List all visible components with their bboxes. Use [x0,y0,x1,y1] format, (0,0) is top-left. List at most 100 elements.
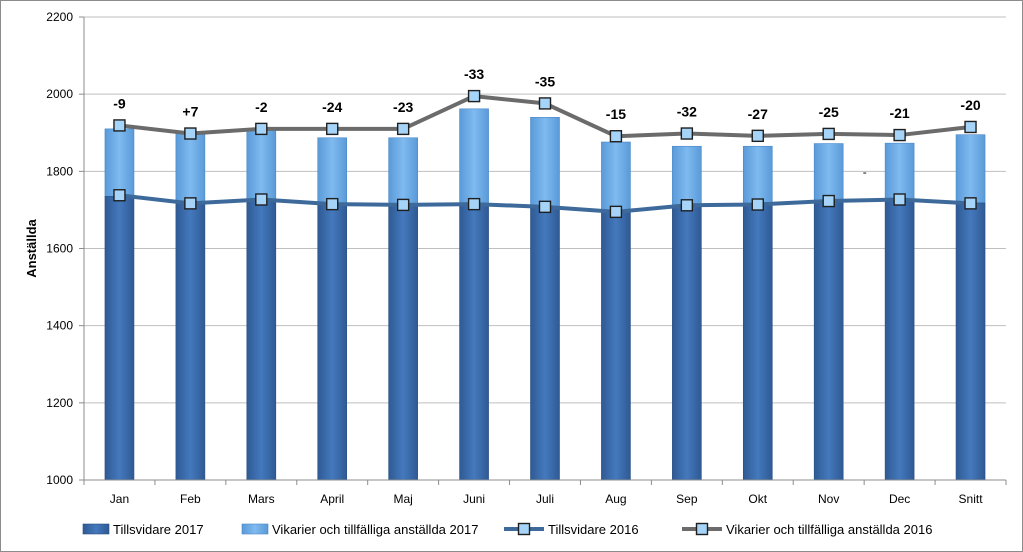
x-tick-label: Maj [393,492,412,506]
data-label: -35 [535,73,555,89]
x-tick-label: Snitt [959,492,984,506]
vikarier-2016-marker [184,127,197,140]
legend: Tillsvidare 2017 Vikarier och tillfälliga… [82,522,932,537]
x-tick-label: Jan [110,492,129,506]
tillsvidare-2016-marker [184,197,197,210]
data-labels: -9 +7 -2 -24 -23 -33 -35 -15 -32 -27 -25 -21 -20 - [113,66,981,179]
bar-tillsvidare-2017 [459,204,489,481]
vikarier-2016-marker [113,119,126,132]
bar-tillsvidare-2017 [175,202,206,481]
x-tick-label: Nov [818,492,839,506]
data-label: -2 [255,99,268,115]
data-label: -15 [606,106,626,122]
data-label: +7 [182,104,198,120]
vikarier-2016-marker [326,122,339,136]
bar-vikarier-2017 [672,145,702,207]
data-label: -27 [748,106,768,122]
data-label: -24 [322,99,342,115]
vikarier-2016-marker [396,122,410,136]
tillsvidare-2016-marker [609,205,623,219]
tillsvidare-2016-marker [396,198,410,212]
bar-tillsvidare-2017 [813,201,844,481]
vikarier-2016-marker [680,127,694,140]
bar-tillsvidare-2017 [742,204,773,481]
vikarier-2016-marker [255,122,268,136]
vikarier-2016-marker [751,129,764,143]
bar-tillsvidare-2017 [246,199,277,481]
legend-marker [695,522,709,536]
data-label: -21 [889,105,909,121]
bar-tillsvidare-2017 [955,202,986,481]
bars [104,108,986,481]
bar-vikarier-2017 [601,141,631,211]
legend-label: Tillsvidare 2017 [113,522,204,537]
bar-tillsvidare-2017 [104,196,135,481]
bar-tillsvidare-2017 [388,204,418,481]
bar-vikarier-2017 [175,131,206,204]
y-axis-title: Anställda [24,218,39,277]
tillsvidare-2016-marker [751,198,764,211]
bar-vikarier-2017 [530,117,560,208]
bar-vikarier-2017 [884,142,915,201]
vikarier-2016-marker [538,97,552,110]
x-axis: Jan Feb Mars April Maj Juni Juli Aug Sep Okt Nov De… [83,480,1007,506]
tillsvidare-2016-marker [893,193,906,206]
tillsvidare-2016-marker [326,197,339,211]
legend-label: Vikarier och tillfälliga anställda 2017 [272,522,478,537]
bar-vikarier-2017 [388,137,418,206]
y-tick-label: 1000 [46,473,73,487]
y-tick-label: 2200 [46,10,73,24]
legend-swatch [82,523,110,535]
x-tick-label: Sep [676,492,698,506]
x-tick-label: Aug [605,492,626,506]
bar-tillsvidare-2017 [601,209,631,481]
y-tick-label: 1200 [46,396,73,410]
data-label: -9 [113,95,126,111]
y-tick-label: 1800 [46,164,73,178]
x-tick-label: Dec [889,492,910,506]
data-label: -23 [393,99,413,115]
x-tick-label: April [320,492,344,506]
bar-tillsvidare-2017 [317,203,348,481]
bar-tillsvidare-2017 [672,205,702,481]
y-tick-label: 1400 [46,319,73,333]
bar-vikarier-2017 [246,129,277,201]
markers [113,89,977,219]
stray-mark: - [863,165,867,179]
legend-swatch [241,523,269,535]
x-tick-label: Juli [536,492,554,506]
data-label: -25 [819,104,839,120]
legend-label: Tillsvidare 2016 [548,522,639,537]
legend-marker [517,522,531,536]
y-tick-label: 1600 [46,242,73,256]
y-tick-label: 2000 [46,87,73,101]
bar-tillsvidare-2017 [530,206,560,481]
x-tick-label: Juni [463,492,485,506]
tillsvidare-2016-marker [255,193,268,206]
bar-vikarier-2017 [813,143,844,203]
tillsvidare-2016-marker [467,197,481,211]
data-label: -20 [960,97,980,113]
bar-vikarier-2017 [955,134,986,204]
bar-vikarier-2017 [459,108,489,206]
data-label: -33 [464,66,484,82]
tillsvidare-2016-marker [822,194,835,208]
bar-tillsvidare-2017 [884,199,915,481]
x-tick-label: Okt [748,492,767,506]
vikarier-2016-marker [822,127,835,141]
vikarier-2016-marker [964,120,977,134]
legend-label: Vikarier och tillfälliga anställda 2016 [726,522,932,537]
vikarier-2016-marker [609,130,623,143]
bar-vikarier-2017 [742,145,773,206]
tillsvidare-2016-marker [538,200,552,214]
data-label: -32 [677,104,697,120]
bar-vikarier-2017 [104,128,135,197]
tillsvidare-2016-marker [113,189,126,202]
vikarier-2016-marker [893,128,906,142]
vikarier-2016-marker [467,89,481,103]
tillsvidare-2016-marker [964,197,977,210]
x-tick-label: Mars [248,492,275,506]
x-tick-label: Feb [180,492,201,506]
